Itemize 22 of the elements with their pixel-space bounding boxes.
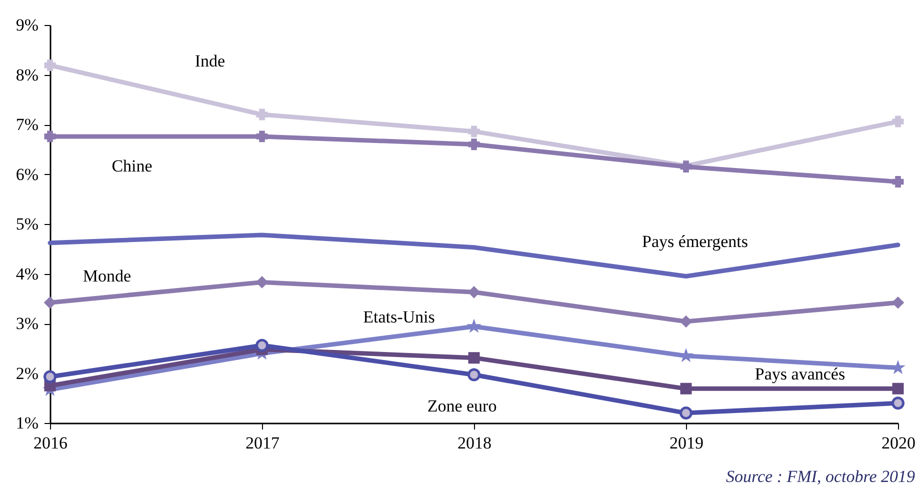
- series-label: Etats-Unis: [363, 307, 435, 326]
- y-tick-label: 2%: [16, 364, 38, 383]
- series-label: Inde: [194, 52, 226, 71]
- y-tick-label: 4%: [16, 264, 38, 284]
- x-tick-label: 2017: [246, 434, 280, 452]
- y-tick-label: 3%: [16, 314, 38, 333]
- x-tick-label: 2019: [670, 434, 704, 452]
- y-tick-label: 6%: [16, 164, 38, 184]
- y-tick-label: 5%: [16, 214, 38, 234]
- y-tick-label: 8%: [16, 65, 38, 84]
- series-label: Zone euro: [427, 396, 497, 416]
- source-note: Source : FMI, octobre 2019: [726, 467, 916, 486]
- series-label: Monde: [82, 266, 132, 286]
- series-label: Chine: [112, 156, 152, 176]
- x-tick-label: 2020: [882, 434, 916, 452]
- y-tick-label: 7%: [16, 115, 38, 134]
- series-label: Pays avancés: [754, 364, 846, 384]
- series-label: Pays émergents: [642, 232, 748, 252]
- x-tick-label: 2018: [458, 434, 492, 452]
- y-tick-label: 1%: [16, 414, 38, 432]
- x-tick-label: 2016: [34, 434, 68, 452]
- y-tick-label: 9%: [16, 16, 38, 34]
